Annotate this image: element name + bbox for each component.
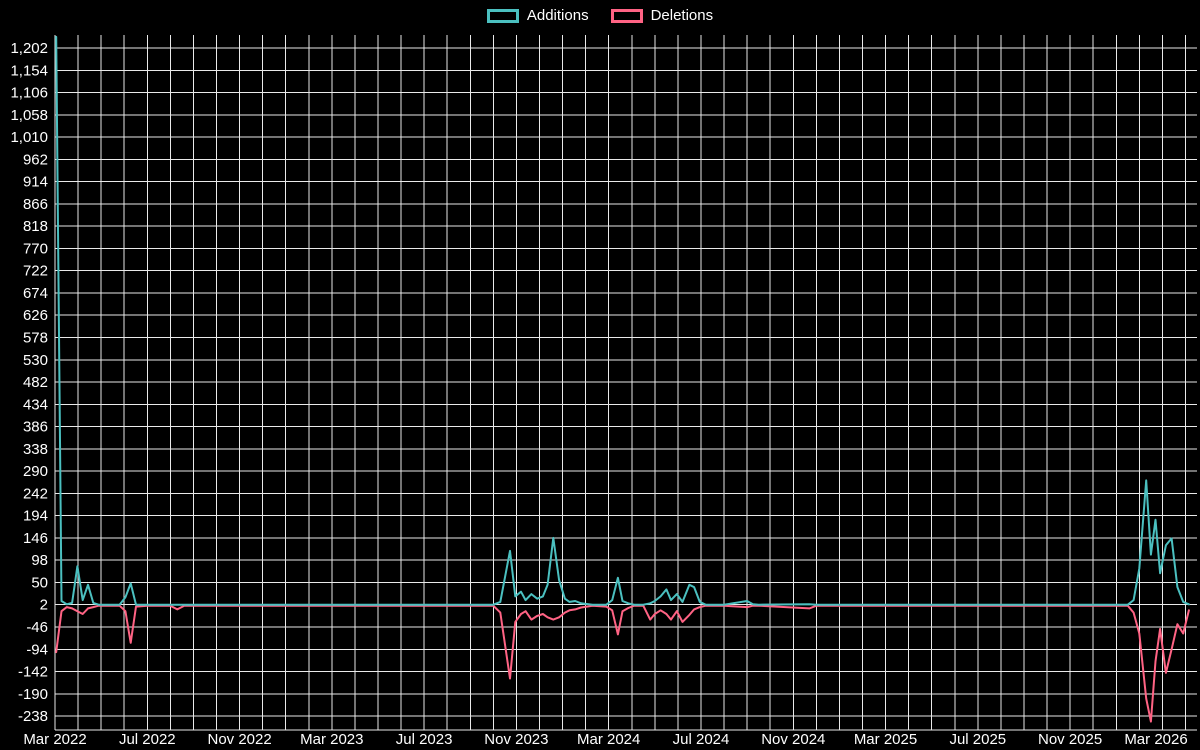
svg-text:-94: -94 (26, 641, 48, 658)
svg-text:Mar 2024: Mar 2024 (577, 731, 640, 748)
svg-text:578: 578 (23, 330, 48, 347)
svg-text:-238: -238 (18, 708, 48, 725)
svg-text:962: 962 (23, 151, 48, 168)
svg-text:1,058: 1,058 (10, 107, 48, 124)
legend-item-additions[interactable]: Additions (486, 7, 589, 24)
svg-text:Jul 2025: Jul 2025 (949, 731, 1006, 748)
svg-text:Mar 2022: Mar 2022 (23, 731, 86, 748)
svg-text:1,202: 1,202 (10, 40, 48, 57)
svg-text:818: 818 (23, 218, 48, 235)
svg-text:-142: -142 (18, 664, 48, 681)
svg-text:Nov 2022: Nov 2022 (207, 731, 271, 748)
svg-text:434: 434 (23, 396, 48, 413)
chart-legend: Additions Deletions (0, 7, 1200, 24)
svg-text:Nov 2023: Nov 2023 (484, 731, 548, 748)
svg-text:1,010: 1,010 (10, 129, 48, 146)
svg-text:-46: -46 (26, 619, 48, 636)
svg-text:Jul 2023: Jul 2023 (396, 731, 453, 748)
svg-text:Mar 2023: Mar 2023 (300, 731, 363, 748)
legend-swatch-deletions (610, 8, 643, 23)
legend-label-additions: Additions (526, 7, 589, 24)
svg-text:770: 770 (23, 240, 48, 257)
svg-text:290: 290 (23, 463, 48, 480)
svg-text:242: 242 (23, 485, 48, 502)
svg-text:866: 866 (23, 196, 48, 213)
svg-text:Jul 2024: Jul 2024 (673, 731, 730, 748)
svg-text:146: 146 (23, 530, 48, 547)
svg-text:194: 194 (23, 508, 48, 525)
svg-text:98: 98 (31, 552, 48, 569)
svg-text:530: 530 (23, 352, 48, 369)
svg-text:722: 722 (23, 263, 48, 280)
svg-text:50: 50 (31, 575, 48, 592)
svg-text:Mar 2026: Mar 2026 (1124, 731, 1187, 748)
svg-text:Mar 2025: Mar 2025 (854, 731, 917, 748)
svg-text:2: 2 (40, 597, 48, 614)
svg-text:Nov 2025: Nov 2025 (1038, 731, 1102, 748)
svg-text:1,106: 1,106 (10, 85, 48, 102)
svg-text:914: 914 (23, 174, 48, 191)
svg-text:-190: -190 (18, 686, 48, 703)
svg-text:1,154: 1,154 (10, 62, 48, 79)
svg-text:626: 626 (23, 307, 48, 324)
svg-text:Nov 2024: Nov 2024 (761, 731, 825, 748)
svg-text:338: 338 (23, 441, 48, 458)
svg-text:482: 482 (23, 374, 48, 391)
svg-text:674: 674 (23, 285, 48, 302)
legend-label-deletions: Deletions (650, 7, 714, 24)
svg-text:Jul 2022: Jul 2022 (119, 731, 176, 748)
legend-swatch-additions (486, 8, 519, 23)
legend-item-deletions[interactable]: Deletions (610, 7, 714, 24)
svg-text:386: 386 (23, 419, 48, 436)
